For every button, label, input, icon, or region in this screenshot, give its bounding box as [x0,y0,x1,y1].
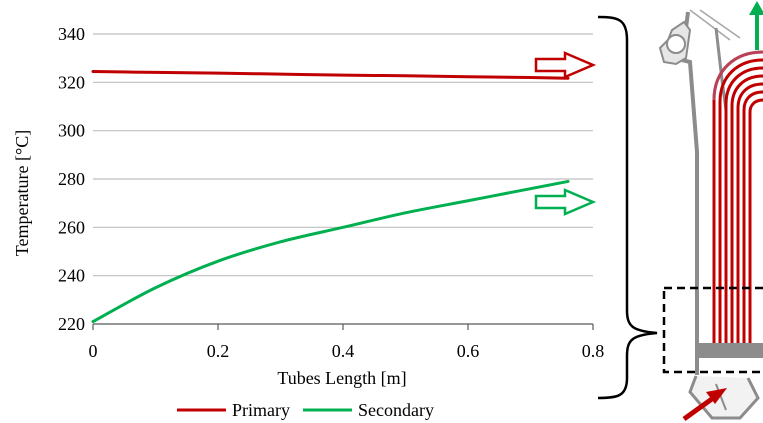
y-tick-labels: 220 240 260 280 300 320 340 [58,24,85,334]
steam-outlet-arrow-icon [749,1,763,50]
u-tube-bundle [712,50,763,357]
highlight-region-box [662,286,763,374]
legend-label-primary: Primary [232,400,290,420]
primary-inlet-arrow-icon [682,388,727,422]
grid-lines [93,33,593,277]
y-tick-label: 220 [58,314,85,334]
x-tick-label: 0 [89,341,98,361]
channel-divider [715,383,727,411]
steam-generator-schematic-icon [658,1,763,422]
x-tick-label: 0.2 [207,341,230,361]
y-tick-label: 280 [58,169,85,189]
plot-area: 220 240 260 280 300 320 340 0 0.2 0.4 0.6 0.8 [58,24,604,361]
series-line-secondary [91,179,570,324]
secondary-outlet-arrow-icon [534,188,597,216]
legend: Primary Secondary [177,400,434,420]
vessel-wall [679,11,699,375]
x-tick-label: 0.8 [582,341,605,361]
y-tick-label: 240 [58,266,85,286]
series-line-primary [91,69,570,80]
curly-brace-icon [597,15,658,400]
y-tick-label: 300 [58,121,85,141]
tube-sheet [697,343,763,358]
x-tick-label: 0.4 [332,341,355,361]
x-tick-label: 0.6 [457,341,480,361]
vessel-top-ring [666,34,686,54]
series-lines [91,69,570,324]
x-axis-label: Tubes Length [m] [277,368,406,388]
x-tick-labels: 0 0.2 0.4 0.6 0.8 [89,324,605,361]
y-tick-label: 260 [58,217,85,237]
y-tick-label: 340 [58,24,85,44]
primary-outlet-arrow-icon [534,51,597,79]
vessel-top-line-2 [699,9,741,39]
legend-label-secondary: Secondary [358,400,434,420]
channel-head [688,375,760,420]
y-tick-label: 320 [58,72,85,92]
y-axis-label: Temperature [°C] [12,130,32,256]
vessel-top-line-1 [689,9,731,41]
